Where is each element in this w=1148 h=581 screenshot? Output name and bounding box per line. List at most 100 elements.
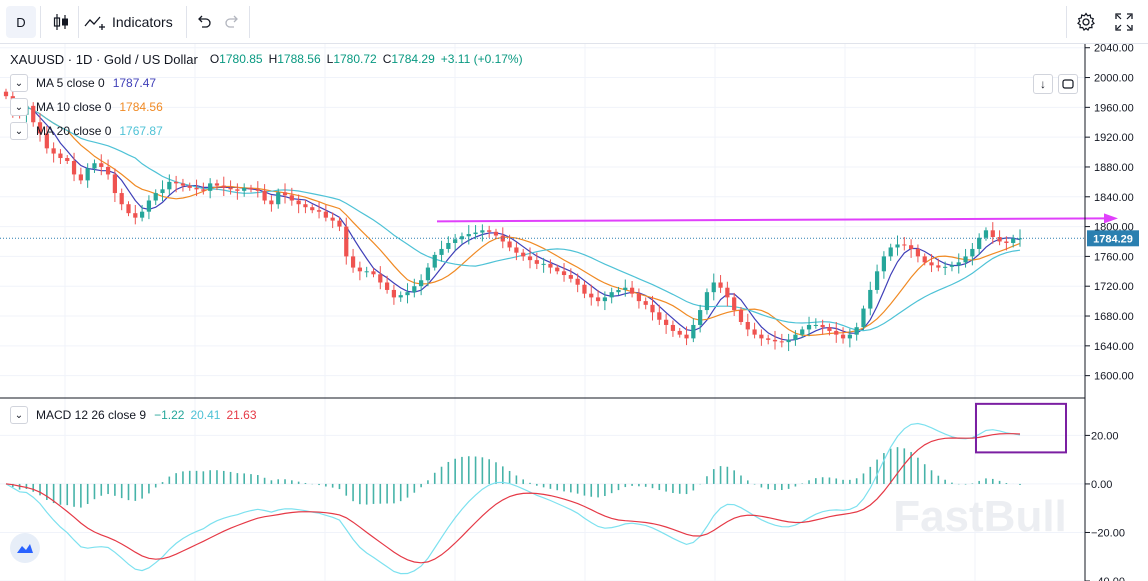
candle-body — [160, 189, 165, 194]
candle-body — [221, 185, 226, 188]
gear-icon — [1077, 12, 1095, 31]
macd-line — [5, 422, 1021, 575]
tradingview-logo[interactable] — [10, 533, 40, 563]
candle-body — [609, 292, 614, 298]
fullscreen-button[interactable] — [1110, 6, 1138, 38]
highlight-box[interactable] — [975, 402, 1067, 454]
close-label: C — [382, 52, 392, 66]
candle-body — [779, 341, 784, 343]
candle-body — [507, 241, 512, 248]
candle-body — [990, 230, 995, 238]
maximize-pane-button[interactable] — [1058, 74, 1078, 94]
chevron-down-icon[interactable]: ⌄ — [10, 98, 28, 116]
candle-body — [453, 239, 458, 243]
chevron-down-icon[interactable]: ⌄ — [10, 406, 28, 424]
candle-body — [71, 161, 77, 175]
candle-body — [405, 292, 410, 296]
candle-body — [561, 271, 567, 276]
price-axis[interactable]: 2040.00 2000.00 1960.00 1920.00 1880.00 1840.… — [1085, 44, 1134, 383]
macd-axis-label: −20.00 — [1091, 527, 1125, 539]
candle-body — [500, 235, 505, 242]
candle-body — [977, 237, 982, 249]
candle-body — [895, 244, 900, 248]
chart-canvas[interactable]: FastBull 2040.00 2000.00 1960.00 1920.00 188… — [0, 44, 1148, 581]
price-axis-label: 1840.00 — [1094, 192, 1134, 204]
candle-body — [698, 310, 703, 325]
candle-body — [527, 256, 533, 261]
macd-line-value: 20.41 — [190, 408, 221, 422]
change-value: +3.11 (+0.17%) — [440, 52, 523, 66]
candle-body — [909, 245, 914, 249]
candle-body — [902, 244, 907, 246]
toolbar-separator — [40, 6, 41, 38]
grid-lines — [0, 44, 1085, 581]
candle-body — [350, 256, 356, 268]
chart-type-button[interactable] — [48, 6, 74, 38]
interval-button[interactable]: D — [6, 6, 36, 38]
candle-body — [296, 200, 301, 205]
high-label: H — [268, 52, 278, 66]
last-price-text: 1784.29 — [1093, 233, 1133, 245]
ma5-legend[interactable]: ⌄ MA 5 close 0 1787.47 — [10, 73, 156, 93]
settings-button[interactable] — [1072, 6, 1100, 38]
fullscreen-icon — [1115, 13, 1133, 31]
candle-body — [432, 254, 437, 268]
candle-body — [868, 289, 873, 309]
indicators-button[interactable]: Indicators — [84, 6, 182, 38]
candle-body — [378, 274, 383, 283]
candle-body — [541, 263, 546, 265]
candle-body — [738, 310, 744, 322]
candle-body — [786, 339, 791, 343]
toolbar-separator — [186, 6, 187, 38]
candle-body — [282, 192, 288, 196]
macd-signal-value: 21.63 — [226, 408, 257, 422]
candle-body — [725, 287, 730, 298]
candle-body — [1011, 238, 1016, 243]
candle-body — [126, 204, 131, 214]
candle-body — [412, 286, 417, 293]
candle-body — [840, 334, 846, 339]
candle-body — [466, 234, 471, 237]
candle-body — [85, 168, 90, 181]
logo-icon — [17, 544, 33, 553]
candle-body — [174, 181, 179, 184]
candle-body — [629, 287, 635, 294]
candle-body — [589, 293, 594, 298]
candle-body — [732, 297, 737, 311]
candle-body — [493, 231, 499, 236]
candle-body — [446, 242, 451, 249]
candle-body — [548, 263, 553, 268]
scroll-down-button[interactable]: ↓ — [1033, 74, 1053, 94]
ma5-value: 1787.47 — [112, 76, 157, 90]
toolbar-separator — [1066, 6, 1067, 38]
ma10-legend[interactable]: ⌄ MA 10 close 0 1784.56 — [10, 97, 163, 117]
symbol-title[interactable]: XAUUSD · 1D · Gold / US Dollar — [10, 51, 198, 67]
candle-body — [582, 284, 587, 294]
resistance-line[interactable] — [436, 217, 1107, 223]
candle-body — [105, 166, 111, 175]
candle-body — [473, 232, 478, 235]
macd-axis-label: 20.00 — [1091, 430, 1119, 442]
chevron-down-icon[interactable]: ⌄ — [10, 74, 28, 92]
macd-legend[interactable]: ⌄ MACD 12 26 close 9 −1.22 20.41 21.63 — [10, 405, 257, 425]
candle-body — [180, 183, 186, 186]
macd-label: MACD 12 26 close 9 — [36, 408, 147, 422]
price-axis-label: 2040.00 — [1094, 44, 1134, 55]
candle-body — [37, 122, 43, 134]
candle-body — [384, 282, 390, 290]
undo-icon — [198, 15, 211, 28]
undo-button[interactable] — [192, 6, 216, 38]
candle-body — [344, 226, 349, 257]
ma20-legend[interactable]: ⌄ MA 20 close 0 1767.87 — [10, 121, 163, 141]
candle-body — [139, 211, 145, 218]
candle-body — [636, 293, 642, 302]
chevron-down-icon[interactable]: ⌄ — [10, 122, 28, 140]
redo-button[interactable] — [220, 6, 244, 38]
low-value: 1780.72 — [333, 52, 377, 66]
candle-body — [888, 247, 893, 257]
macd-axis[interactable]: 20.00 0.00 −20.00 −40.00 — [1085, 430, 1125, 581]
candle-body — [602, 297, 607, 302]
candle-body — [201, 189, 206, 191]
candles-icon — [53, 14, 68, 30]
candle-body — [820, 324, 825, 328]
